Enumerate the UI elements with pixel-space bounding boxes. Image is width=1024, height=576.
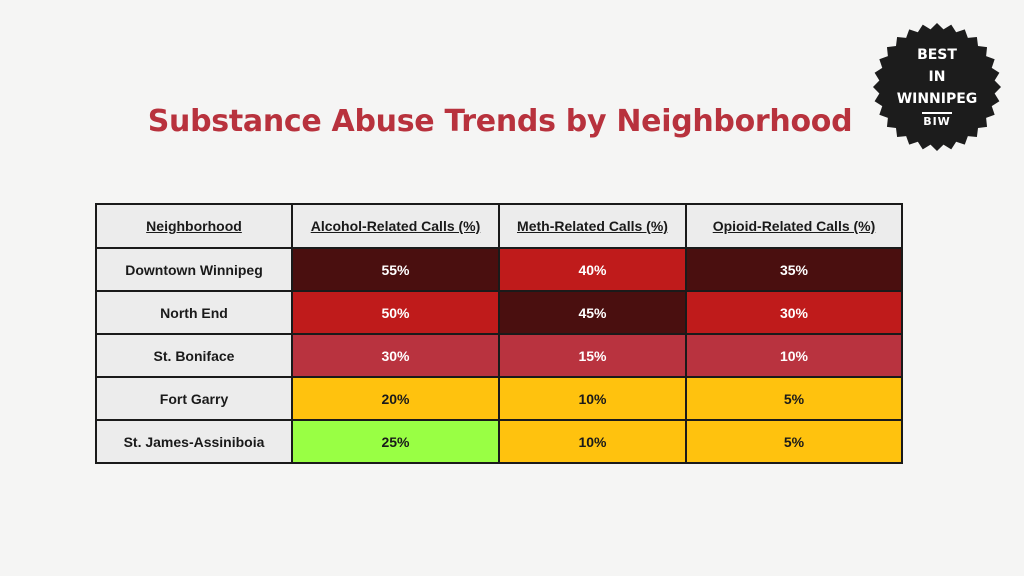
substance-abuse-table: Neighborhood Alcohol-Related Calls (%) M… [95, 203, 903, 464]
badge-line-winnipeg: WINNIPEG [896, 91, 978, 107]
badge-line-best: BEST [917, 47, 957, 63]
badge-divider [922, 112, 952, 114]
badge-line-in: IN [928, 69, 946, 85]
cell-opioid-percent: 5% [685, 419, 903, 464]
badge-abbreviation: BIW [923, 115, 951, 128]
column-header-opioid: Opioid-Related Calls (%) [685, 203, 903, 249]
cell-meth-percent: 40% [498, 247, 687, 292]
row-label-neighborhood: Fort Garry [95, 376, 293, 421]
column-header-neighborhood: Neighborhood [95, 203, 293, 249]
cell-opioid-percent: 35% [685, 247, 903, 292]
table-header-row: Neighborhood Alcohol-Related Calls (%) M… [95, 203, 903, 249]
table-row: St. Boniface 30% 15% 10% [95, 333, 903, 378]
cell-alcohol-percent: 30% [291, 333, 500, 378]
table-row: Fort Garry 20% 10% 5% [95, 376, 903, 421]
cell-opioid-percent: 10% [685, 333, 903, 378]
cell-meth-percent: 15% [498, 333, 687, 378]
row-label-neighborhood: North End [95, 290, 293, 335]
cell-meth-percent: 10% [498, 419, 687, 464]
row-label-neighborhood: St. James-Assiniboia [95, 419, 293, 464]
badge-seal-polygon [873, 23, 1001, 151]
row-label-neighborhood: St. Boniface [95, 333, 293, 378]
cell-alcohol-percent: 25% [291, 419, 500, 464]
table-row: Downtown Winnipeg 55% 40% 35% [95, 247, 903, 292]
best-in-winnipeg-badge: BEST IN WINNIPEG BIW [872, 22, 1002, 152]
table-row: North End 50% 45% 30% [95, 290, 903, 335]
cell-meth-percent: 45% [498, 290, 687, 335]
cell-opioid-percent: 5% [685, 376, 903, 421]
cell-alcohol-percent: 55% [291, 247, 500, 292]
cell-meth-percent: 10% [498, 376, 687, 421]
cell-opioid-percent: 30% [685, 290, 903, 335]
cell-alcohol-percent: 50% [291, 290, 500, 335]
cell-alcohol-percent: 20% [291, 376, 500, 421]
table-body: Downtown Winnipeg 55% 40% 35% North End 50% 45… [95, 247, 903, 464]
badge-text: BEST IN WINNIPEG BIW [872, 22, 1002, 152]
column-header-meth: Meth-Related Calls (%) [498, 203, 687, 249]
badge-seal-shape [873, 23, 1001, 151]
page-title: Substance Abuse Trends by Neighborhood [147, 104, 853, 139]
row-label-neighborhood: Downtown Winnipeg [95, 247, 293, 292]
table-row: St. James-Assiniboia 25% 10% 5% [95, 419, 903, 464]
column-header-alcohol: Alcohol-Related Calls (%) [291, 203, 500, 249]
